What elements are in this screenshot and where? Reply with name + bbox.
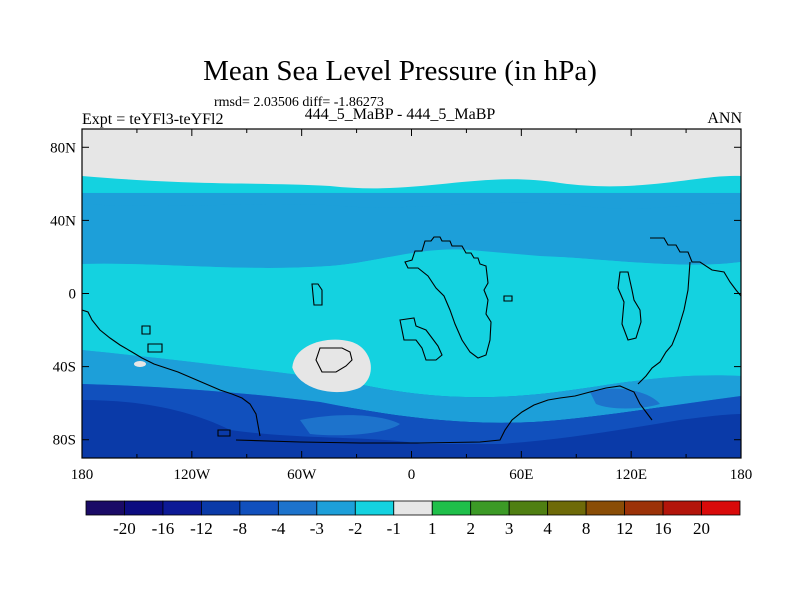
- colorbar-swatch: [585, 500, 625, 516]
- colorbar-swatch: [662, 500, 702, 516]
- colorbar-label: 16: [655, 519, 672, 538]
- coastline-antarctic: [235, 385, 653, 444]
- colorbar-label: 3: [505, 519, 514, 538]
- coastline-island-4: [217, 429, 231, 437]
- x-tick-label: 60W: [287, 467, 317, 483]
- colorbar-label: -20: [113, 519, 136, 538]
- south-patch-east: [590, 388, 660, 409]
- colorbar: -20 -16 -12 -8 -4 -3 -2 -1 1 2 3 4 8 12 16 20: [85, 500, 741, 538]
- axis-layer: 180 120W 60W 0 60E 120E 180 80N 40N 0 40S 80S: [50, 129, 752, 483]
- colorbar-swatch: [470, 500, 510, 516]
- midlat-band: [82, 202, 741, 268]
- case-label: 444_5_MaBP - 444_5_MaBP: [304, 106, 496, 123]
- x-tick-label: 180: [71, 467, 94, 483]
- colorbar-label: 20: [693, 519, 710, 538]
- colorbar-label: 1: [428, 519, 437, 538]
- x-tick-label: 180: [730, 467, 753, 483]
- coastline-southeast-asia: [617, 271, 642, 341]
- coastline-island-2: [147, 343, 163, 353]
- coastline-india-asia: [637, 237, 741, 385]
- colorbar-swatch: [201, 500, 241, 516]
- colorbar-label: 8: [582, 519, 591, 538]
- colorbar-swatch: [239, 500, 279, 516]
- colorbar-swatch: [124, 500, 164, 516]
- colorbar-label: 12: [616, 519, 633, 538]
- y-tick-label: 0: [69, 287, 77, 303]
- x-tick-label: 120E: [615, 467, 647, 483]
- stats-label: rmsd= 2.03506 diff= -1.86273: [214, 95, 384, 110]
- colorbar-label: 4: [543, 519, 552, 538]
- south-patch: [300, 415, 400, 436]
- x-tick-label: 120W: [173, 467, 211, 483]
- anomaly-spot: [134, 361, 146, 367]
- y-tick-label: 40N: [50, 213, 76, 229]
- colorbar-swatch: [85, 500, 125, 516]
- colorbar-swatch: [547, 500, 587, 516]
- coastline-west: [82, 283, 353, 437]
- colorbar-label: -16: [152, 519, 175, 538]
- season-label: ANN: [707, 110, 742, 127]
- anomaly-blob: [292, 339, 371, 393]
- colorbar-label: -3: [310, 519, 324, 538]
- coastline-south-america: [399, 317, 443, 361]
- colorbar-label: -12: [190, 519, 213, 538]
- colorbar-swatch: [277, 500, 318, 516]
- x-tick-label: 60E: [509, 467, 533, 483]
- colorbar-label: -2: [348, 519, 362, 538]
- y-tick-label: 80S: [53, 433, 76, 449]
- coastline-island-3: [503, 295, 513, 302]
- coastline-africa-eurasia: [404, 236, 492, 359]
- colorbar-label: 2: [466, 519, 475, 538]
- y-tick-label: 80N: [50, 140, 76, 156]
- south-midlat-band: [82, 350, 741, 423]
- colorbar-label: -1: [387, 519, 401, 538]
- field-layer: [82, 129, 741, 458]
- colorbar-swatch: [508, 500, 549, 516]
- coastline-island-1: [141, 325, 151, 335]
- experiment-label: Expt = teYFl3-teYFl2: [82, 111, 224, 128]
- tropical-band: [82, 249, 741, 398]
- colorbar-swatch: [162, 500, 202, 516]
- x-tick-label: 0: [408, 467, 416, 483]
- colorbar-swatch: [701, 500, 741, 516]
- colorbar-swatch: [316, 500, 356, 516]
- colorbar-swatch: [624, 500, 664, 516]
- colorbar-swatch: [354, 500, 395, 516]
- south-deep-region: [82, 400, 741, 458]
- colorbar-label: -4: [271, 519, 286, 538]
- colorbar-label: -8: [233, 519, 247, 538]
- y-tick-label: 40S: [53, 360, 76, 376]
- north-cap: [82, 129, 741, 189]
- colorbar-swatch: [431, 500, 472, 516]
- colorbar-swatch: [393, 500, 433, 516]
- page-title: Mean Sea Level Pressure (in hPa): [203, 55, 597, 87]
- coastline-layer: [82, 236, 741, 444]
